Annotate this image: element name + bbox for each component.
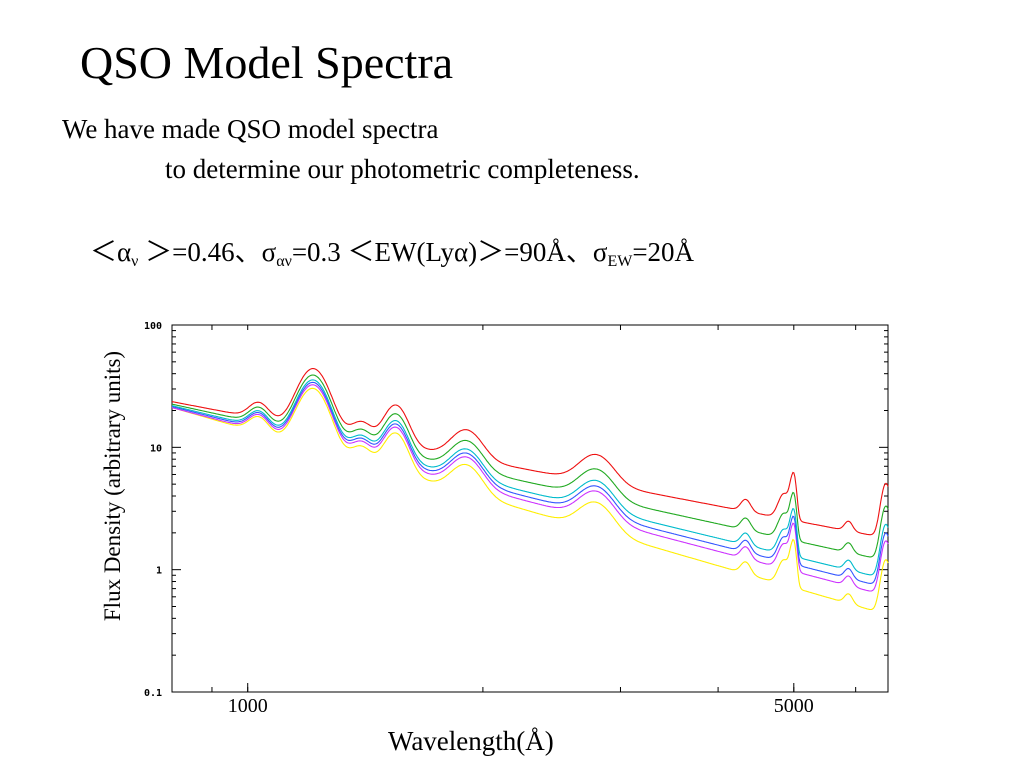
x-axis-label: Wavelength(Å): [388, 726, 554, 756]
plot-frame: [171, 324, 889, 693]
spectrum-series-0: [171, 387, 889, 611]
x-tick-label: 1000: [228, 695, 268, 717]
slide-title: QSO Model Spectra: [80, 37, 454, 88]
alpha-open: ＜α: [90, 237, 132, 267]
ew-end: =20Å: [632, 237, 695, 267]
alpha-close: ＞=0.46、σ: [138, 237, 277, 267]
y-tick-label: 100: [144, 321, 162, 332]
spectrum-series-2: [171, 381, 889, 584]
model-parameters: ＜αν ＞=0.46、σαν=0.3 ＜EW(Lyα)＞=90Å、σEW=20Å: [90, 230, 694, 271]
spectrum-series-3: [171, 379, 889, 576]
y-tick-label: 1: [156, 566, 162, 577]
spectrum-series-1: [171, 384, 889, 592]
y-axis-label: Flux Density (arbitrary units): [100, 351, 125, 621]
spectrum-series-5: [171, 368, 889, 536]
x-tick-label: 5000: [774, 695, 814, 717]
ew-subscript: EW: [607, 253, 633, 270]
spectrum-series-4: [171, 374, 889, 558]
description-line-1: We have made QSO model spectra: [62, 114, 439, 144]
sigma-subscript: αν: [276, 253, 292, 270]
y-tick-label: 10: [150, 443, 162, 454]
alpha-subscript: ν: [131, 253, 139, 270]
y-tick-label: 0.1: [144, 688, 162, 699]
description-line-2: to determine our photometric completenes…: [165, 154, 640, 184]
ew-text: =0.3 ＜EW(Lyα)＞=90Å、σ: [291, 237, 608, 267]
